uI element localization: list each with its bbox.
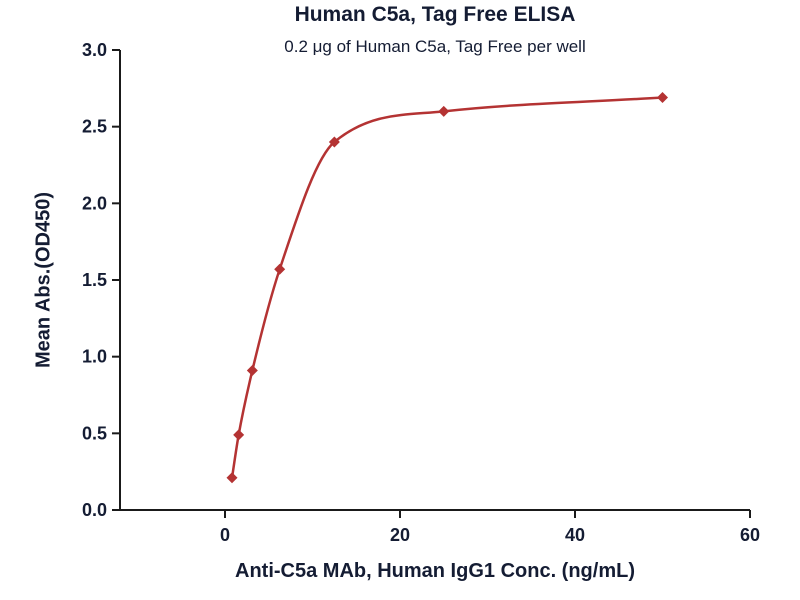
y-tick-label: 1.0: [82, 347, 107, 367]
y-tick-label: 0.0: [82, 500, 107, 520]
x-tick-label: 20: [390, 525, 410, 545]
data-point: [657, 92, 668, 104]
x-axis-title: Anti-C5a MAb, Human IgG1 Conc. (ng/mL): [235, 560, 635, 582]
axis-lines: [119, 50, 750, 511]
y-tick-label: 2.0: [82, 193, 107, 213]
fit-curve: [230, 96, 664, 480]
x-tick-label: 0: [220, 525, 230, 545]
y-tick-label: 3.0: [82, 40, 107, 60]
x-tick-label: 60: [740, 525, 760, 545]
chart-subtitle: 0.2 μg of Human C5a, Tag Free per well: [284, 37, 586, 56]
y-tick-label: 2.5: [82, 117, 107, 137]
x-tick-label: 40: [565, 525, 585, 545]
y-tick-label: 1.5: [82, 270, 107, 290]
data-point: [246, 364, 258, 376]
data-point: [233, 429, 245, 441]
data-point: [328, 136, 340, 148]
chart-title: Human C5a, Tag Free ELISA: [294, 3, 576, 26]
data-point: [438, 105, 450, 117]
data-point: [274, 263, 286, 275]
y-tick-label: 0.5: [82, 423, 107, 443]
y-axis-title: Mean Abs.(OD450): [32, 192, 55, 368]
data-point: [226, 472, 238, 484]
